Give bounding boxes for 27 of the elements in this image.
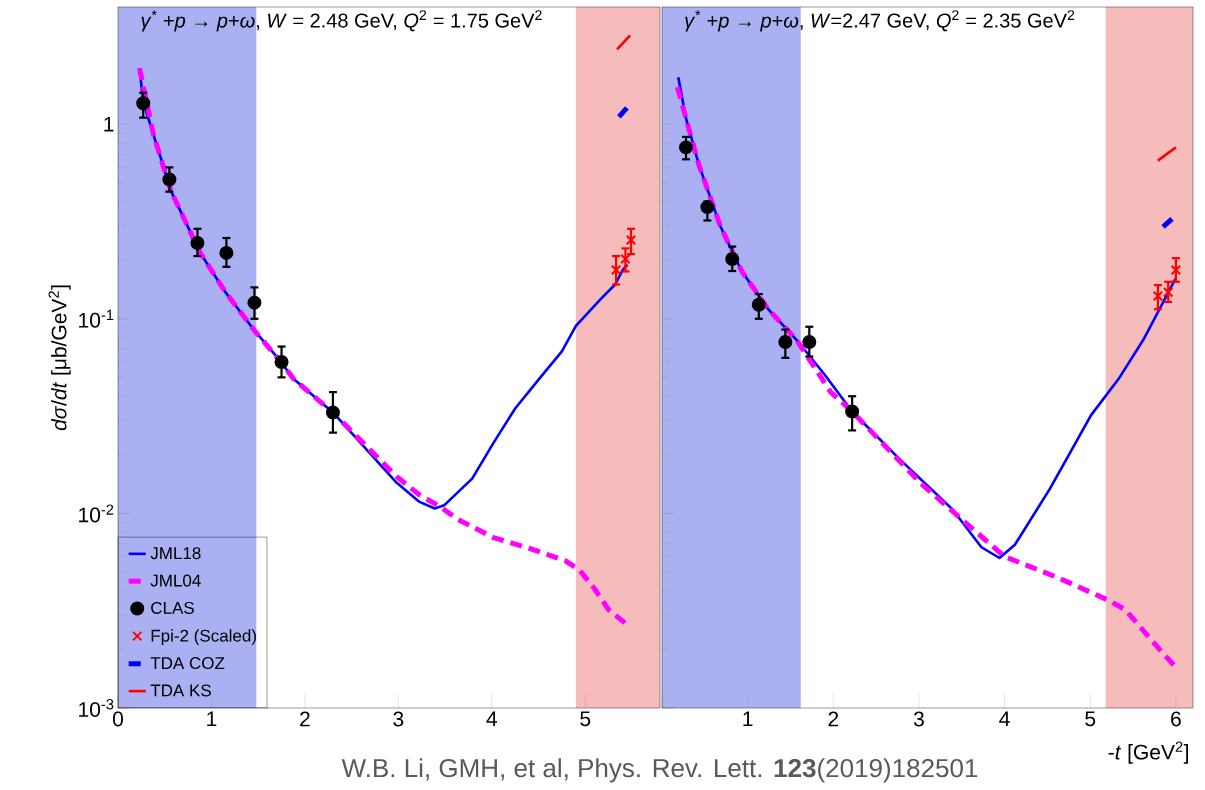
legend-label: Fpi-2 (Scaled) xyxy=(151,629,256,646)
legend-label: CLAS xyxy=(151,601,194,614)
x-tick-label: 4 xyxy=(999,711,1010,726)
x-tick-label: 3 xyxy=(393,711,404,727)
x-tick-label: 5 xyxy=(1085,711,1096,727)
x-tick-label: 5 xyxy=(580,711,591,727)
x-tick-label: 2 xyxy=(828,711,839,727)
y-axis-title: dσ/dt [μb/GeV$^{2}$] xyxy=(48,285,71,431)
chart-title: γ$^{*}$ +p → p+ω, W = 2.48 GeV, Q$^{2}$ = 1.75 GeV$^{2}$ xyxy=(141,10,542,32)
legend-label: JML04 xyxy=(150,574,201,587)
y-tick-label: 10$^{-1}$ xyxy=(79,309,114,328)
x-tick-label: 3 xyxy=(913,711,924,727)
x-tick-label: 1 xyxy=(743,711,753,726)
x-tick-label: 2 xyxy=(300,711,310,727)
x-tick-label: 1 xyxy=(207,711,217,726)
text: W.B. Li, GMH, et al, Phys. Rev. Lett. 123(2019)182501 xyxy=(341,758,978,783)
x-tick-label: 4 xyxy=(486,711,498,726)
x-axis-title: -t [GeV$^{2}$] xyxy=(1108,741,1188,764)
legend-label: TDA COZ xyxy=(150,657,225,670)
x-tick-label: 0 xyxy=(112,711,124,727)
y-tick-label: 10$^{-2}$ xyxy=(79,504,114,523)
x-tick-label: 6 xyxy=(1171,711,1181,727)
legend-label: TDA KS xyxy=(150,684,211,697)
legend-label: JML18 xyxy=(150,547,201,560)
chart-title: γ$^{*}$ +p → p+ω, W=2.47 GeV, Q$^{2}$ = 2.35 GeV$^{2}$ xyxy=(685,10,1075,32)
y-tick-label: 10$^{-3}$ xyxy=(79,699,114,717)
y-tick-label: 1 xyxy=(104,116,114,132)
